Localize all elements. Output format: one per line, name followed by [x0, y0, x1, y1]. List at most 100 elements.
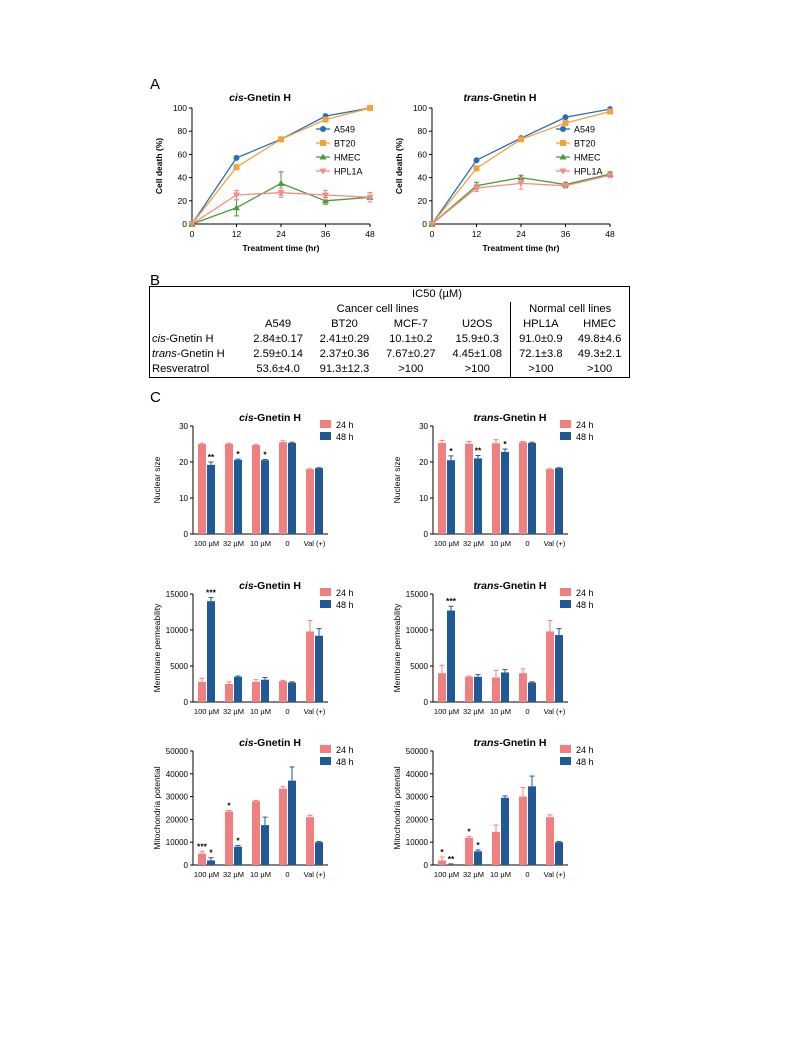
normal-cell-lines-header: Normal cell lines: [510, 302, 630, 318]
bar: [234, 459, 242, 534]
legend-swatch: [560, 432, 571, 440]
legend-swatch: [560, 757, 571, 765]
x-tick-label: 32 µM: [223, 539, 244, 548]
legend-swatch: [320, 420, 331, 428]
significance-label: *: [467, 826, 471, 836]
data-point: [473, 185, 480, 192]
bar: [555, 842, 563, 865]
significance-label: *: [449, 446, 453, 456]
x-tick-label: 0: [430, 229, 435, 239]
bar: [261, 460, 269, 534]
bar: [546, 631, 554, 702]
bar: [225, 811, 233, 865]
table-cell: 7.67±0.27: [385, 347, 436, 360]
column-header: HPL1A: [510, 317, 571, 332]
table-cell: 2.84±0.17: [253, 332, 303, 345]
y-axis-label: Membrane permeability: [152, 603, 162, 693]
bar: [447, 864, 455, 865]
significance-label: *: [236, 449, 240, 459]
bar: [492, 831, 500, 865]
chart-title: cis-Gnetin H: [239, 412, 301, 424]
trans-membrane-permeability-chart: trans-Gnetin H 0 5000 10000 15000 Membrane pe…: [392, 580, 594, 716]
bar: [447, 460, 455, 534]
bar: [198, 853, 206, 865]
data-point: [560, 140, 566, 146]
bar: [546, 469, 554, 534]
bar: [252, 445, 260, 534]
y-axis-label: Nuclear size: [152, 456, 162, 503]
y-axis-label: Membrane permeability: [392, 603, 402, 693]
chart-title-rest: -Gnetin H: [254, 412, 301, 424]
bar: [261, 679, 269, 702]
x-tick-label: 0: [285, 539, 289, 548]
column-header: HMEC: [583, 318, 617, 330]
chart-title-italic: trans: [474, 580, 500, 592]
x-tick-label: Val (+): [304, 707, 326, 716]
panel-label-b: B: [150, 272, 161, 289]
data-point: [559, 168, 567, 175]
y-tick-label: 15000: [166, 590, 189, 599]
y-tick-label: 0: [424, 698, 429, 707]
row-label: Resveratrol: [152, 362, 210, 375]
x-tick-label: 12: [472, 229, 482, 239]
y-tick-label: 50000: [406, 747, 429, 756]
chart-title: trans-Gnetin H: [474, 580, 547, 592]
legend-label: 24 h: [576, 588, 594, 598]
x-tick-label: 36: [561, 229, 571, 239]
table-cell: >100: [510, 361, 571, 378]
bar: [492, 677, 500, 702]
y-tick-label: 15000: [406, 590, 429, 599]
data-point: [277, 190, 285, 197]
bar: [438, 673, 446, 702]
bar: [198, 444, 206, 534]
x-tick-label: 10 µM: [250, 870, 271, 879]
bar: [279, 788, 287, 865]
y-tick-label: 10000: [406, 626, 429, 635]
bar: [234, 846, 242, 865]
y-axis-label: Mitochondria potential: [392, 766, 402, 849]
x-tick-label: 0: [525, 870, 529, 879]
table-cell: 53.6±4.0: [256, 362, 300, 375]
y-tick-label: 80: [178, 126, 188, 136]
bar: [474, 851, 482, 865]
ic50-header: IC50 (µM): [411, 288, 462, 301]
ic50-table: IC50 (µM) Cancer cell lines Normal cell …: [149, 286, 630, 378]
bar: [306, 631, 314, 702]
significance-label: **: [208, 452, 215, 462]
x-tick-label: Val (+): [544, 707, 566, 716]
data-point: [319, 153, 327, 160]
chart-title: cis-Gnetin H: [239, 580, 301, 592]
significance-label: *: [209, 848, 213, 858]
y-tick-label: 40: [178, 173, 188, 183]
y-tick-label: 50000: [166, 747, 189, 756]
significance-label: *: [440, 847, 444, 857]
table-cell: 4.45±1.08: [452, 347, 503, 360]
table-cell: 72.1±3.8: [510, 346, 571, 362]
legend-swatch: [560, 420, 571, 428]
chart-title: trans-Gnetin H: [474, 412, 547, 424]
data-point: [562, 114, 569, 121]
data-point: [607, 108, 613, 115]
data-point: [367, 105, 373, 111]
x-tick-label: 24: [276, 229, 286, 239]
y-tick-label: 0: [184, 530, 189, 539]
data-point: [277, 179, 285, 186]
table-cell: 91.0±0.9: [510, 331, 571, 347]
chart-title-italic: cis: [229, 92, 244, 104]
table-cell: 49.3±2.1: [577, 347, 622, 360]
cis-gnetin-cell-death-chart: cis-Gnetin H 0 20 40 60 80 100 0 12 24 36 48 Treatme…: [154, 92, 375, 253]
x-tick-label: 0: [285, 870, 289, 879]
data-point: [518, 136, 524, 143]
bar: [528, 442, 536, 534]
significance-label: **: [475, 446, 482, 456]
significance-label: *: [503, 439, 507, 449]
x-tick-label: 48: [365, 229, 375, 239]
bar: [198, 681, 206, 702]
y-tick-label: 20: [178, 196, 188, 206]
x-tick-label: 10 µM: [490, 539, 511, 548]
y-tick-label: 30000: [406, 793, 429, 802]
y-tick-label: 10000: [406, 838, 429, 847]
significance-label: *: [476, 840, 480, 850]
column-header: U2OS: [461, 318, 493, 330]
data-point: [322, 197, 329, 204]
